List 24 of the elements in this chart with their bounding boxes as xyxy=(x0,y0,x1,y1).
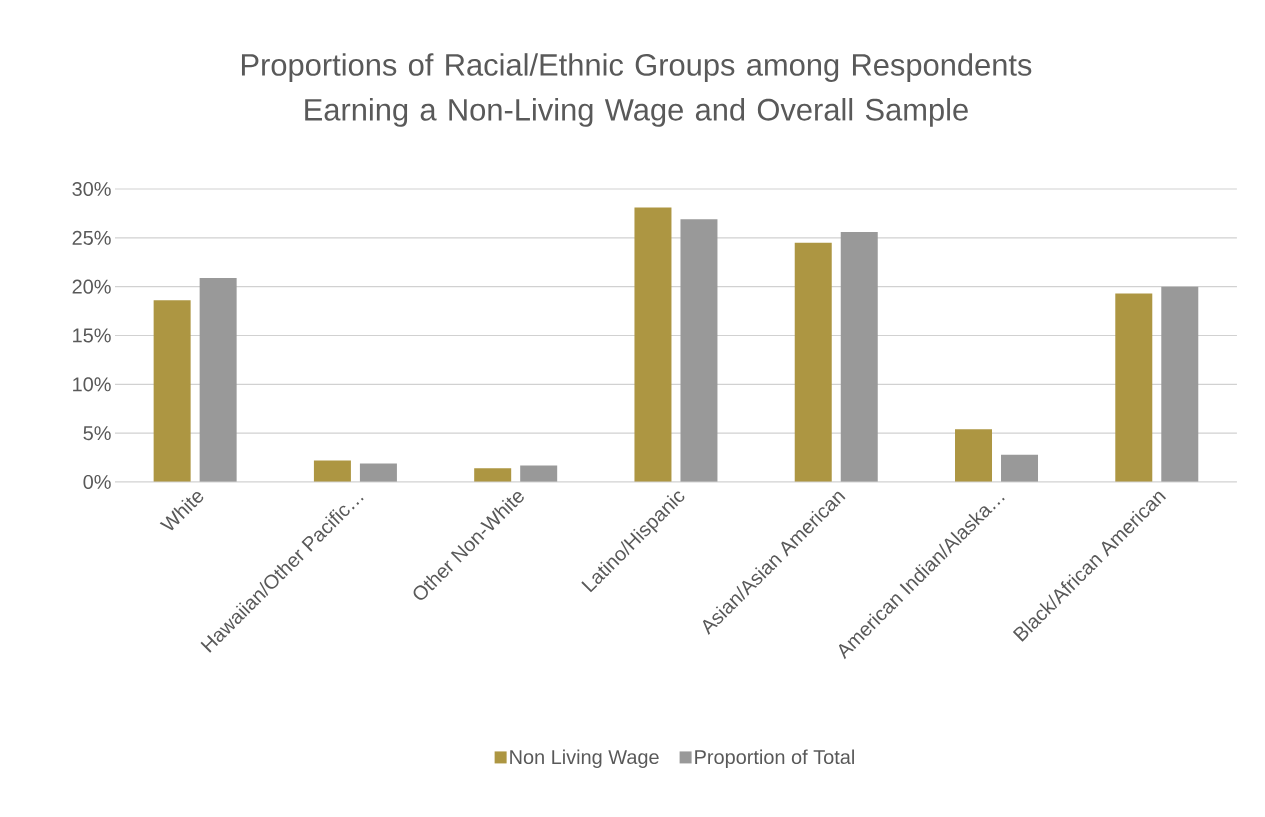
bar xyxy=(359,463,397,482)
bar xyxy=(153,300,191,482)
y-tick-label: 0% xyxy=(83,474,111,490)
y-tick-label: 5% xyxy=(83,426,111,441)
bar xyxy=(474,468,512,482)
y-tick-label: 15% xyxy=(73,328,111,343)
bar xyxy=(794,242,832,482)
bar xyxy=(1161,286,1199,482)
bar xyxy=(313,460,351,482)
bar xyxy=(955,429,993,482)
bar xyxy=(680,219,718,482)
bar xyxy=(199,277,237,482)
bar xyxy=(520,465,558,482)
y-tick-label: 10% xyxy=(73,377,111,392)
bar xyxy=(634,207,672,482)
y-tick-label: 25% xyxy=(72,230,111,245)
bar xyxy=(1001,454,1039,482)
legend-label: Non Living Wage xyxy=(510,749,659,769)
bar xyxy=(840,231,878,482)
chart-title: Proportions of Racial/Ethnic Groups among Respondents Earning a Non-Living Wage and Overall Sample xyxy=(241,53,1032,127)
y-tick-label: 20% xyxy=(72,279,111,294)
bar xyxy=(1115,293,1153,482)
y-tick-label: 30% xyxy=(72,181,111,197)
legend-label: Proportion of Total xyxy=(695,749,854,769)
